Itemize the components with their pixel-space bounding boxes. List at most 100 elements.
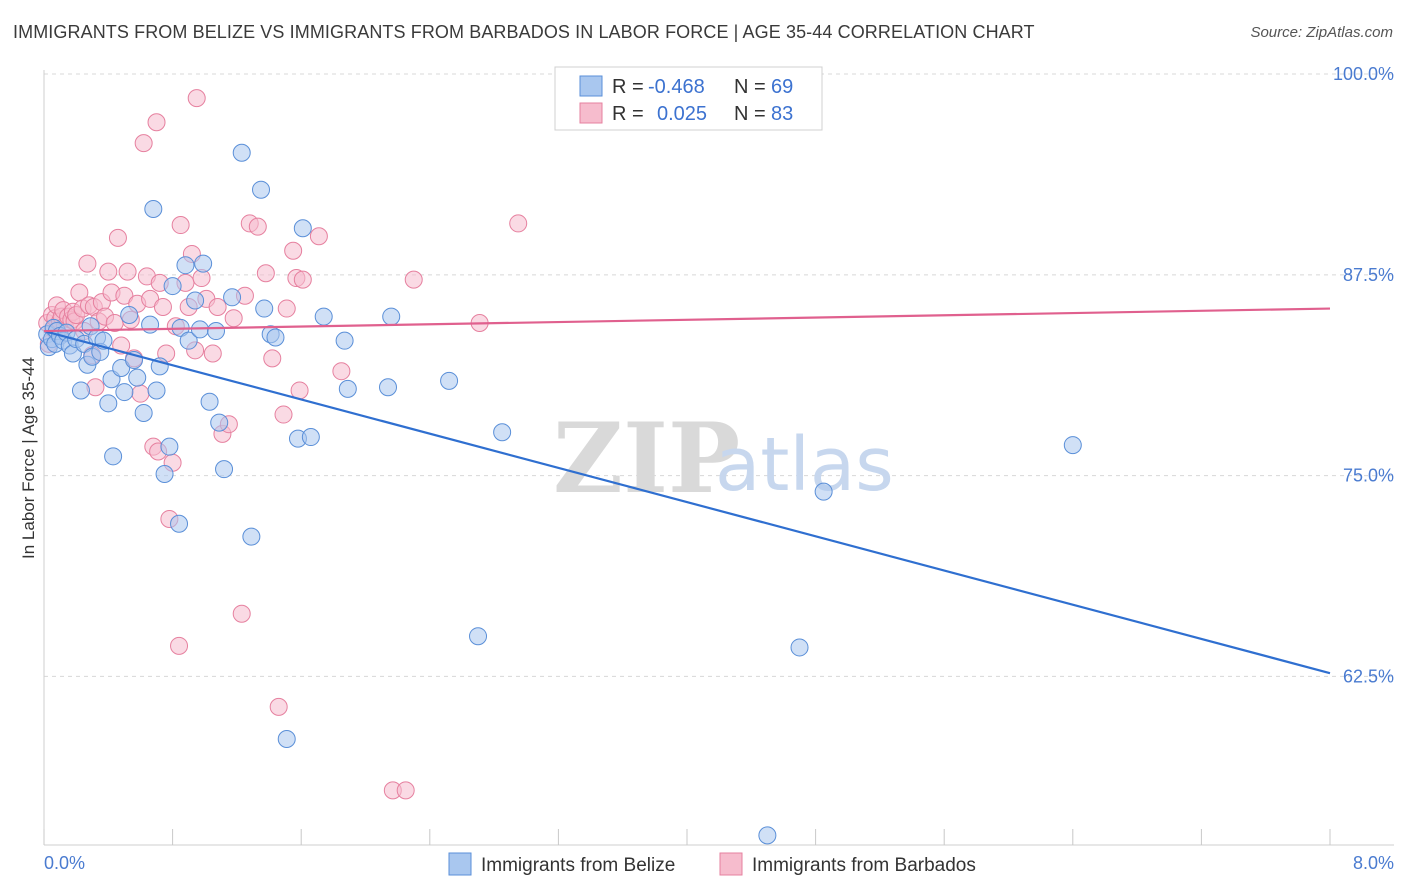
watermark-zip: ZIP: [553, 402, 740, 515]
barbados-point: [108, 228, 127, 247]
y-tick-label: 87.5%: [1343, 265, 1394, 285]
y-tick-label: 62.5%: [1343, 666, 1394, 686]
barbados-point: [277, 299, 296, 318]
belize-point: [758, 826, 777, 845]
barbados-point: [171, 216, 190, 235]
belize-point: [255, 299, 274, 318]
belize-point: [335, 331, 354, 350]
axes: [43, 70, 1394, 846]
y-axis-label: In Labor Force | Age 35-44: [19, 357, 38, 559]
bottom-legend-barbados-swatch: [719, 852, 743, 876]
legend-barbados-r-label: R =: [612, 103, 644, 125]
belize-point: [338, 379, 357, 398]
bottom-legend-belize-swatch: [448, 852, 472, 876]
barbados-point: [248, 217, 267, 236]
watermark-atlas: atlas: [715, 422, 894, 508]
belize-point: [223, 288, 242, 307]
x-tick-label-max: 8.0%: [1353, 853, 1394, 873]
legend-belize-r-label: R =: [612, 76, 644, 98]
legend-barbados-r-value: 0.025: [657, 103, 707, 125]
chart-title: IMMIGRANTS FROM BELIZE VS IMMIGRANTS FRO…: [13, 22, 1035, 42]
barbados-point: [115, 286, 134, 305]
belize-point: [112, 358, 131, 377]
legend-barbados-n-label: N =: [734, 103, 766, 125]
belize-point: [144, 199, 163, 218]
barbados-point: [134, 134, 153, 153]
belize-point: [155, 464, 174, 483]
barbados-point: [263, 349, 282, 368]
barbados-point: [256, 264, 275, 283]
watermark: ZIP atlas: [553, 402, 894, 515]
barbados-trend-line: [43, 307, 1331, 333]
belize-point: [160, 437, 179, 456]
barbados-point: [118, 262, 137, 281]
belize-point: [207, 322, 226, 341]
belize-point: [210, 413, 229, 432]
legend-belize-n-label: N =: [734, 76, 766, 98]
x-ticks: [43, 829, 1331, 845]
belize-point: [232, 143, 251, 162]
legend-belize-r-value: -0.468: [648, 76, 705, 98]
belize-point: [179, 331, 198, 350]
barbados-point: [203, 344, 222, 363]
belize-point: [134, 403, 153, 422]
y-tick-label: 75.0%: [1343, 466, 1394, 486]
legend-belize-n-value: 69: [771, 76, 793, 98]
barbados-point: [309, 227, 328, 246]
barbados-point: [187, 89, 206, 108]
belize-point: [277, 729, 296, 748]
legend-barbados-swatch: [579, 102, 603, 124]
barbados-point: [131, 384, 150, 403]
belize-point: [814, 482, 833, 501]
bottom-legend-barbados-label: Immigrants from Barbados: [752, 855, 976, 876]
belize-point: [790, 638, 809, 657]
belize-point: [382, 307, 401, 326]
barbados-point: [224, 309, 243, 328]
belize-point: [141, 315, 160, 334]
barbados-point: [208, 297, 227, 316]
barbados-point: [141, 289, 160, 308]
barbados-point: [78, 254, 97, 273]
barbados-point: [509, 214, 528, 233]
barbados-point: [170, 636, 189, 655]
belize-point: [186, 291, 205, 310]
belize-point: [176, 256, 195, 275]
belize-point: [293, 219, 312, 238]
belize-point: [163, 277, 182, 296]
belize-point: [266, 328, 285, 347]
trend-lines: [43, 307, 1331, 675]
belize-trend-line: [43, 329, 1331, 675]
belize-point: [252, 180, 271, 199]
barbados-point: [153, 297, 172, 316]
belize-point: [120, 305, 139, 324]
belize-point: [71, 381, 90, 400]
legend-belize-swatch: [579, 75, 603, 97]
barbados-point: [269, 697, 288, 716]
barbados-point: [232, 604, 251, 623]
belize-point: [194, 254, 213, 273]
legend-barbados-n-value: 83: [771, 103, 793, 125]
barbados-point: [99, 262, 118, 281]
belize-point: [314, 307, 333, 326]
belize-point: [200, 392, 219, 411]
belize-point: [115, 383, 134, 402]
correlation-legend: R = -0.468 N = 69 R = 0.025 N = 83: [554, 66, 823, 131]
bottom-legend-belize-label: Immigrants from Belize: [481, 855, 675, 876]
series-legend: Immigrants from Belize Immigrants from B…: [448, 852, 976, 876]
barbados-point: [147, 113, 166, 132]
y-tick-labels: 100.0% 87.5% 75.0% 62.5%: [1333, 64, 1394, 686]
belize-point: [1063, 436, 1082, 455]
x-tick-label-min: 0.0%: [44, 853, 85, 873]
y-tick-label: 100.0%: [1333, 64, 1394, 84]
belize-point: [215, 460, 234, 479]
barbados-point: [293, 270, 312, 289]
belize-point: [170, 514, 189, 533]
barbados-point: [404, 270, 423, 289]
belize-point: [99, 394, 118, 413]
belize-point: [242, 527, 261, 546]
belize-point: [301, 428, 320, 447]
source-credit: Source: ZipAtlas.com: [1250, 24, 1393, 41]
belize-point: [493, 423, 512, 442]
belize-point: [379, 378, 398, 397]
